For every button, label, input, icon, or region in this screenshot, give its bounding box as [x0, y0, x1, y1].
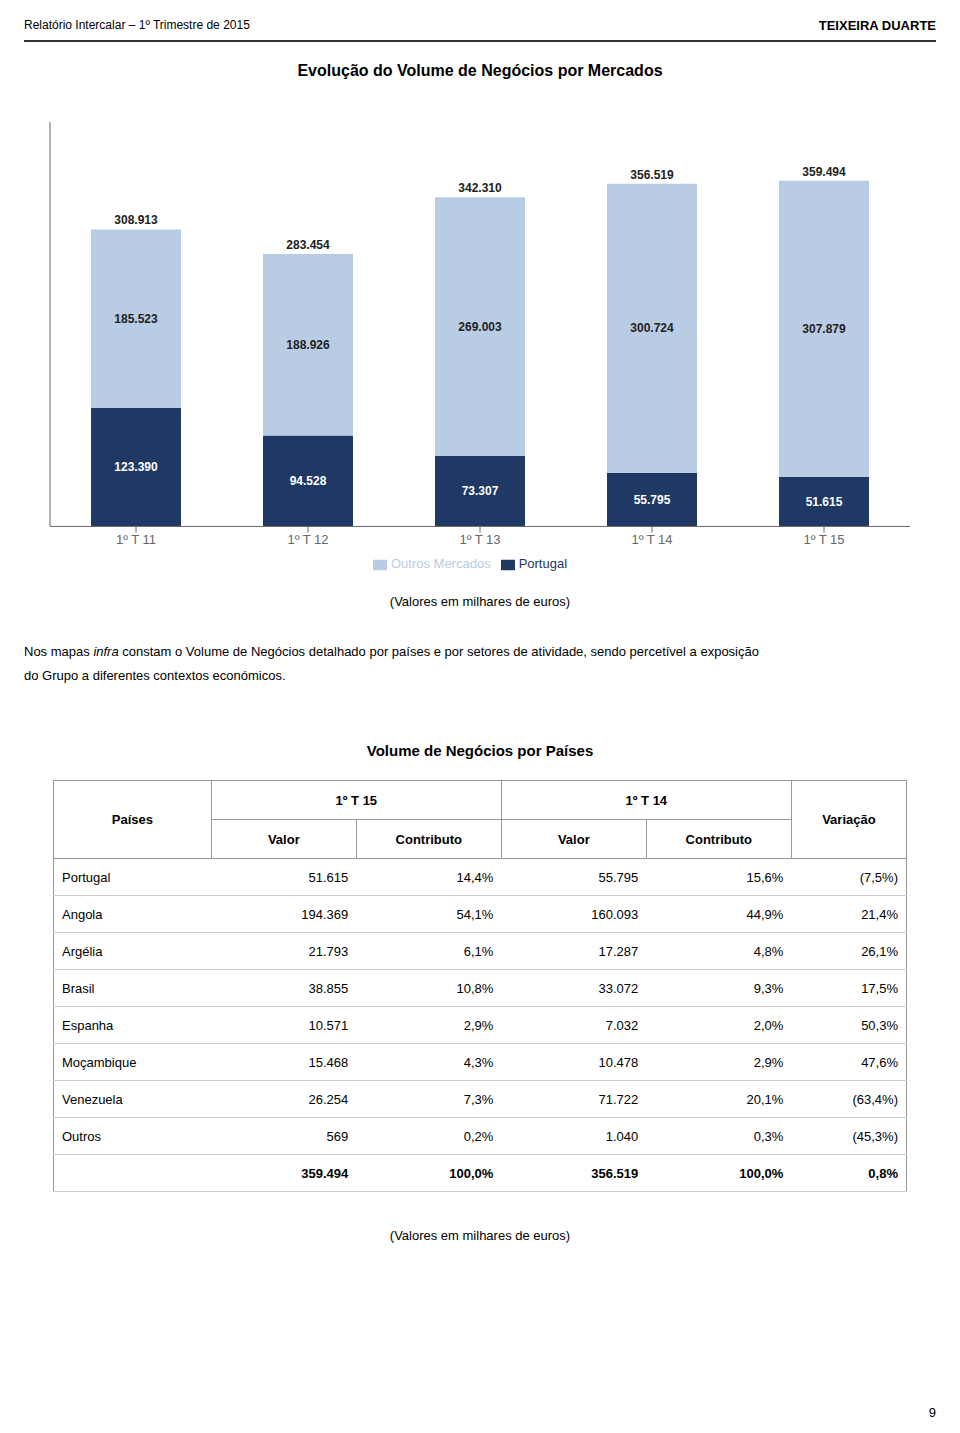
html-text:Valor: Valor	[557, 831, 590, 847]
html-text:Nos mapas infra constam o Volu: Nos mapas infra constam o Volume de Negó…	[24, 644, 759, 659]
html-text:100,0%: 100,0%	[739, 1165, 784, 1181]
html-text:15,6%: 15,6%	[746, 869, 784, 885]
html-text:17,5%: 17,5%	[861, 980, 898, 996]
svg-text:1º T 15: 1º T 15	[803, 532, 844, 547]
html-text:Portugal: Portugal	[62, 869, 111, 885]
html-text:17.287: 17.287	[598, 943, 639, 959]
html-text:38.855: 38.855	[308, 980, 349, 996]
svg-text:185.523: 185.523	[114, 312, 158, 326]
html-text:21,4%: 21,4%	[861, 906, 898, 922]
svg-text:94.528: 94.528	[290, 474, 327, 488]
html-text:21.793: 21.793	[308, 943, 349, 959]
html-text:47,6%: 47,6%	[861, 1054, 898, 1070]
html-text:14,4%: 14,4%	[456, 869, 494, 885]
html-text:(Valores em milhares de euros): (Valores em milhares de euros)	[389, 1228, 571, 1243]
svg-text:1º T 14: 1º T 14	[631, 532, 672, 547]
svg-text:1º T 13: 1º T 13	[459, 532, 500, 547]
svg-text:300.724: 300.724	[630, 321, 674, 335]
html-text:55.795: 55.795	[598, 869, 639, 885]
html-text:Relatório Intercalar – 1º Trim: Relatório Intercalar – 1º Trimestre de 2…	[24, 18, 250, 32]
html-text:7.032: 7.032	[605, 1017, 639, 1033]
html-text:2,9%: 2,9%	[753, 1054, 784, 1070]
html-text:Espanha: Espanha	[62, 1017, 114, 1033]
html-text:9,3%: 9,3%	[753, 980, 784, 996]
html-text:0,8%: 0,8%	[868, 1165, 898, 1181]
html-text:4,3%: 4,3%	[463, 1054, 494, 1070]
html-text:26.254: 26.254	[308, 1091, 349, 1107]
html-text:Moçambique: Moçambique	[62, 1054, 137, 1070]
html-text:Portugal: Portugal	[518, 556, 568, 572]
svg-text:51.615: 51.615	[806, 495, 843, 509]
html-text:TEIXEIRA DUARTE: TEIXEIRA DUARTE	[818, 17, 936, 33]
svg-text:55.795: 55.795	[634, 493, 671, 507]
svg-text:1º T 12: 1º T 12	[287, 532, 328, 547]
svg-text:123.390: 123.390	[114, 460, 158, 474]
html-text:Volume de Negócios por Países: Volume de Negócios por Países	[366, 742, 594, 759]
html-text:20,1%: 20,1%	[746, 1091, 784, 1107]
html-text:1º T 15: 1º T 15	[335, 792, 378, 808]
svg-text:269.003: 269.003	[458, 320, 502, 334]
html-text:9: 9	[928, 1405, 936, 1420]
html-text:359.494: 359.494	[301, 1165, 349, 1181]
svg-text:307.879: 307.879	[802, 322, 846, 336]
html-text:do Grupo a diferentes contexto: do Grupo a diferentes contextos económic…	[24, 668, 286, 683]
html-text:2,0%: 2,0%	[753, 1017, 784, 1033]
html-text:10,8%: 10,8%	[456, 980, 494, 996]
html-text:Contributo: Contributo	[685, 831, 752, 847]
html-text:Países: Países	[111, 812, 153, 827]
html-text:Contributo: Contributo	[395, 831, 462, 847]
html-text:51.615: 51.615	[308, 869, 349, 885]
html-text:(63,4%): (63,4%)	[852, 1091, 898, 1107]
html-text:10.478: 10.478	[598, 1054, 639, 1070]
html-text:50,3%: 50,3%	[861, 1017, 898, 1033]
html-text:2,9%: 2,9%	[463, 1017, 494, 1033]
html-text:Outros Mercados: Outros Mercados	[390, 556, 491, 572]
svg-text:356.519: 356.519	[630, 168, 674, 182]
html-text:6,1%: 6,1%	[463, 943, 494, 959]
html-text:Angola: Angola	[62, 906, 103, 922]
svg-text:1º T 11: 1º T 11	[116, 532, 156, 547]
svg-text:73.307: 73.307	[462, 484, 499, 498]
html-text:Argélia: Argélia	[62, 943, 103, 959]
html-text:356.519: 356.519	[591, 1165, 639, 1181]
html-text:Variação: Variação	[822, 812, 876, 827]
html-text:Valor: Valor	[267, 831, 300, 847]
svg-text:188.926: 188.926	[286, 338, 330, 352]
html-text:4,8%: 4,8%	[753, 943, 784, 959]
svg-text:342.310: 342.310	[458, 181, 502, 195]
svg-text:283.454: 283.454	[286, 238, 330, 252]
html-text:54,1%: 54,1%	[456, 906, 494, 922]
html-text:1º T 14: 1º T 14	[625, 792, 668, 808]
html-text:569: 569	[326, 1128, 349, 1144]
html-text:33.072: 33.072	[598, 980, 639, 996]
html-text:1.040: 1.040	[605, 1128, 639, 1144]
html-text:44,9%: 44,9%	[746, 906, 784, 922]
html-text:(45,3%): (45,3%)	[852, 1128, 898, 1144]
html-text:160.093: 160.093	[591, 906, 639, 922]
html-text:(Valores em milhares de euros): (Valores em milhares de euros)	[389, 594, 571, 609]
html-text:(7,5%): (7,5%)	[859, 869, 898, 885]
html-text:71.722: 71.722	[598, 1091, 639, 1107]
html-text:7,3%: 7,3%	[463, 1091, 494, 1107]
html-text:Venezuela: Venezuela	[62, 1091, 123, 1107]
html-text:10.571: 10.571	[308, 1017, 349, 1033]
html-text:Outros: Outros	[62, 1128, 101, 1144]
svg-text:359.494: 359.494	[802, 165, 846, 179]
svg-text:308.913: 308.913	[114, 213, 158, 227]
html-text:15.468: 15.468	[308, 1054, 349, 1070]
html-text:Brasil: Brasil	[62, 980, 95, 996]
html-text:0,3%: 0,3%	[753, 1128, 784, 1144]
html-text:100,0%: 100,0%	[449, 1165, 494, 1181]
html-text:194.369: 194.369	[301, 906, 349, 922]
html-text:Evolução do Volume de Negócios: Evolução do Volume de Negócios por Merca…	[297, 62, 663, 79]
html-text:26,1%: 26,1%	[861, 943, 898, 959]
html-text:0,2%: 0,2%	[463, 1128, 494, 1144]
